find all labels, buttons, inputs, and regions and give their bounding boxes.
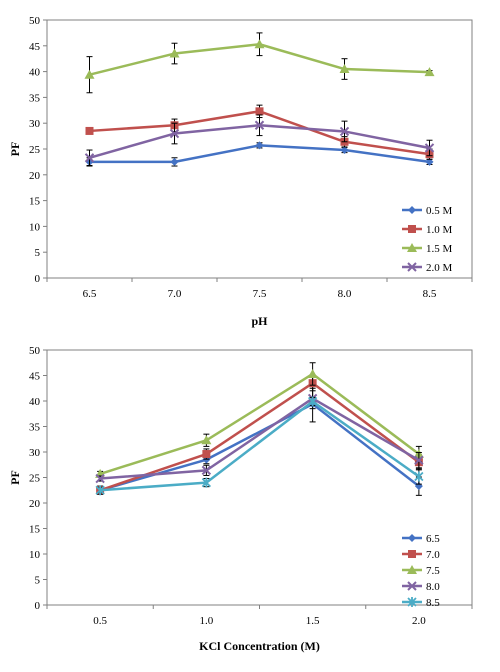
series-0-5-m (85, 141, 434, 167)
legend-label: 7.0 (426, 549, 440, 561)
y-tick-label: 25 (29, 144, 41, 156)
data-point (339, 64, 350, 74)
x-tick-label: 2.0 (412, 615, 426, 627)
legend-label: 1.5 M (426, 243, 453, 255)
y-tick-label: 0 (35, 273, 41, 285)
y-tick-label: 35 (29, 92, 41, 104)
x-tick-label: 7.5 (253, 288, 267, 300)
data-point (254, 39, 265, 49)
data-point (307, 368, 318, 378)
y-axis-title: PF (8, 142, 22, 157)
data-point (307, 396, 318, 407)
data-point (201, 477, 212, 488)
data-point (255, 141, 264, 150)
y-tick-label: 40 (29, 67, 41, 79)
chart-ph: 0 5 10 15 20 25 30 35 40 45 50 6.5 7.0 7.5 8.0 8.5 pH PF 0… (8, 15, 473, 328)
data-point (414, 455, 424, 465)
x-tick-label: 0.5 (93, 615, 107, 627)
data-point (169, 128, 180, 139)
x-tick-label: 7.0 (168, 288, 182, 300)
y-tick-label: 5 (35, 247, 41, 259)
legend-label: 1.0 M (426, 224, 453, 236)
y-tick-label: 35 (29, 422, 41, 434)
data-point (339, 126, 350, 137)
legend-marker (407, 597, 417, 607)
x-tick-label: 8.0 (338, 288, 352, 300)
legend-marker (407, 262, 417, 272)
data-point (84, 69, 95, 79)
data-point (201, 465, 212, 476)
series-line (99, 381, 420, 492)
y-tick-label: 15 (29, 524, 41, 536)
data-point (85, 126, 94, 135)
y-tick-label: 30 (29, 447, 41, 459)
series-7-5 (95, 362, 424, 478)
series-8-5 (95, 396, 424, 496)
legend-marker (407, 581, 417, 591)
x-tick-label: 1.0 (200, 615, 214, 627)
x-tick-label: 1.5 (306, 615, 320, 627)
y-tick-label: 5 (35, 575, 41, 587)
y-tick-label: 25 (29, 473, 41, 485)
series-8-0 (95, 387, 424, 484)
y-tick-label: 10 (29, 549, 41, 561)
legend-label: 0.5 M (426, 205, 453, 217)
legend-label: 2.0 M (426, 262, 453, 274)
legend-label: 8.0 (426, 581, 440, 593)
data-point (424, 67, 435, 77)
y-tick-label: 45 (29, 41, 41, 53)
legend-marker (408, 206, 416, 214)
data-point (202, 450, 211, 459)
legend-marker (408, 550, 416, 558)
x-axis-title: pH (251, 314, 268, 328)
y-tick-label: 45 (29, 371, 41, 383)
data-point (84, 153, 95, 163)
legend-marker (408, 225, 416, 233)
y-tick-label: 40 (29, 396, 41, 408)
series-1-5-m (84, 32, 435, 94)
legend-marker (407, 565, 417, 574)
chart-kcl: 0 5 10 15 20 25 30 35 40 45 50 0.5 1.0 1.5 2.0 KCl Conc… (8, 345, 473, 653)
series-line (99, 372, 420, 476)
data-point (95, 473, 105, 484)
data-point (414, 471, 424, 482)
data-point (255, 107, 264, 116)
data-point (169, 48, 180, 58)
y-tick-label: 30 (29, 118, 41, 130)
series-line (100, 397, 420, 480)
y-tick-label: 0 (35, 600, 41, 612)
y-tick-label: 20 (29, 498, 41, 510)
x-tick-label: 6.5 (83, 288, 97, 300)
data-point (170, 157, 179, 166)
data-point (425, 157, 434, 166)
data-point (424, 143, 435, 153)
y-tick-label: 15 (29, 196, 41, 208)
y-tick-label: 50 (29, 15, 41, 27)
legend-marker (407, 243, 417, 252)
y-tick-label: 10 (29, 221, 41, 233)
y-axis-title: PF (8, 470, 22, 485)
data-point (201, 435, 212, 445)
series-2-0-m (84, 114, 435, 167)
data-point (340, 146, 349, 155)
data-point (254, 120, 265, 130)
legend-label: 6.5 (426, 533, 440, 545)
legend-label: 7.5 (426, 565, 440, 577)
x-axis-title: KCl Concentration (M) (199, 639, 320, 653)
legend-label: 8.5 (426, 597, 440, 609)
y-tick-label: 20 (29, 170, 41, 182)
x-tick-label: 8.5 (423, 288, 437, 300)
data-point (95, 485, 105, 496)
legend-marker (408, 534, 416, 542)
series-line (100, 400, 420, 492)
y-tick-label: 50 (29, 345, 41, 357)
